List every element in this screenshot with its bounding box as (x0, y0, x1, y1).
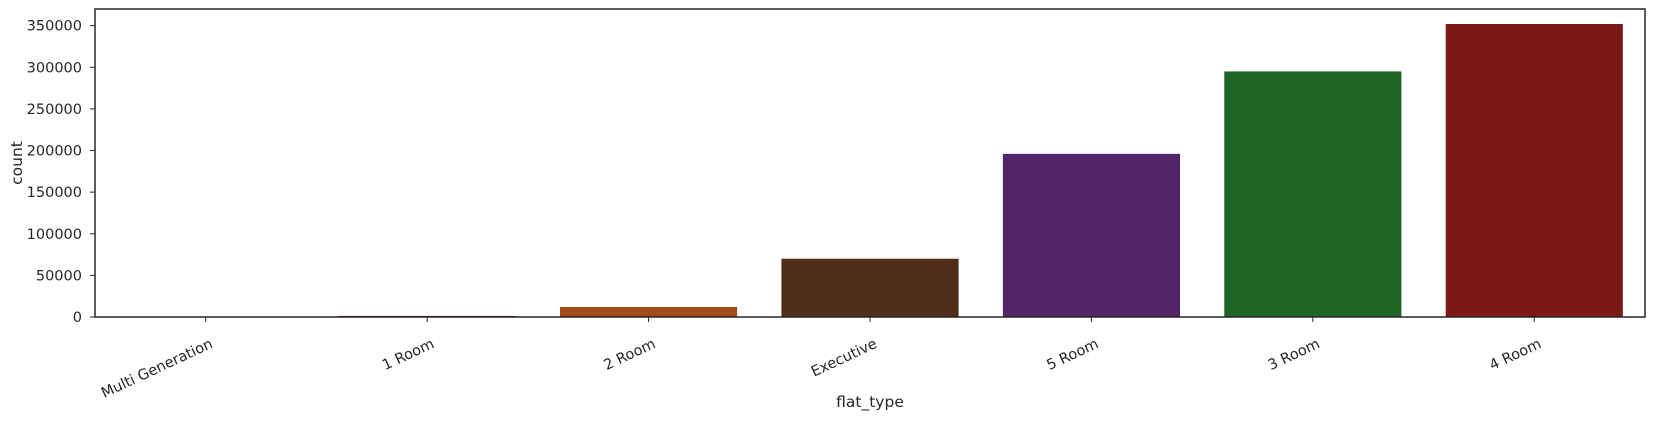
x-axis-label: flat_type (836, 393, 904, 412)
bar-5-room (1002, 153, 1180, 317)
x-tick-label: 4 Room (1487, 336, 1544, 374)
bar-4-room (1445, 23, 1623, 317)
y-tick-label: 50000 (36, 268, 82, 284)
plot-frame (94, 8, 1646, 318)
bar-2-room (560, 307, 738, 317)
x-axis-ticks: Multi Generation 1 Room 2 Room Executive 5 R… (99, 317, 1544, 402)
bars-group (117, 23, 1623, 318)
bar-3-room (1224, 71, 1402, 318)
y-axis-label: count (8, 141, 26, 185)
x-tick-label: Executive (809, 336, 880, 380)
x-tick-label: 5 Room (1044, 336, 1101, 374)
x-tick-label: 3 Room (1266, 336, 1323, 374)
x-tick-label: 2 Room (602, 336, 659, 374)
y-tick-label: 200000 (27, 144, 82, 160)
x-tick-label: Multi Generation (99, 336, 215, 402)
y-tick-label: 0 (73, 310, 82, 326)
y-tick-label: 300000 (27, 60, 82, 76)
y-tick-label: 100000 (27, 227, 82, 243)
y-tick-label: 150000 (27, 185, 82, 201)
x-tick-label: 1 Room (380, 336, 437, 374)
y-axis-ticks: 0 50000 100000 150000 200000 250000 300000 3500… (27, 19, 95, 326)
bar-executive (781, 258, 959, 317)
y-tick-label: 350000 (27, 19, 82, 35)
y-tick-label: 250000 (27, 102, 82, 118)
